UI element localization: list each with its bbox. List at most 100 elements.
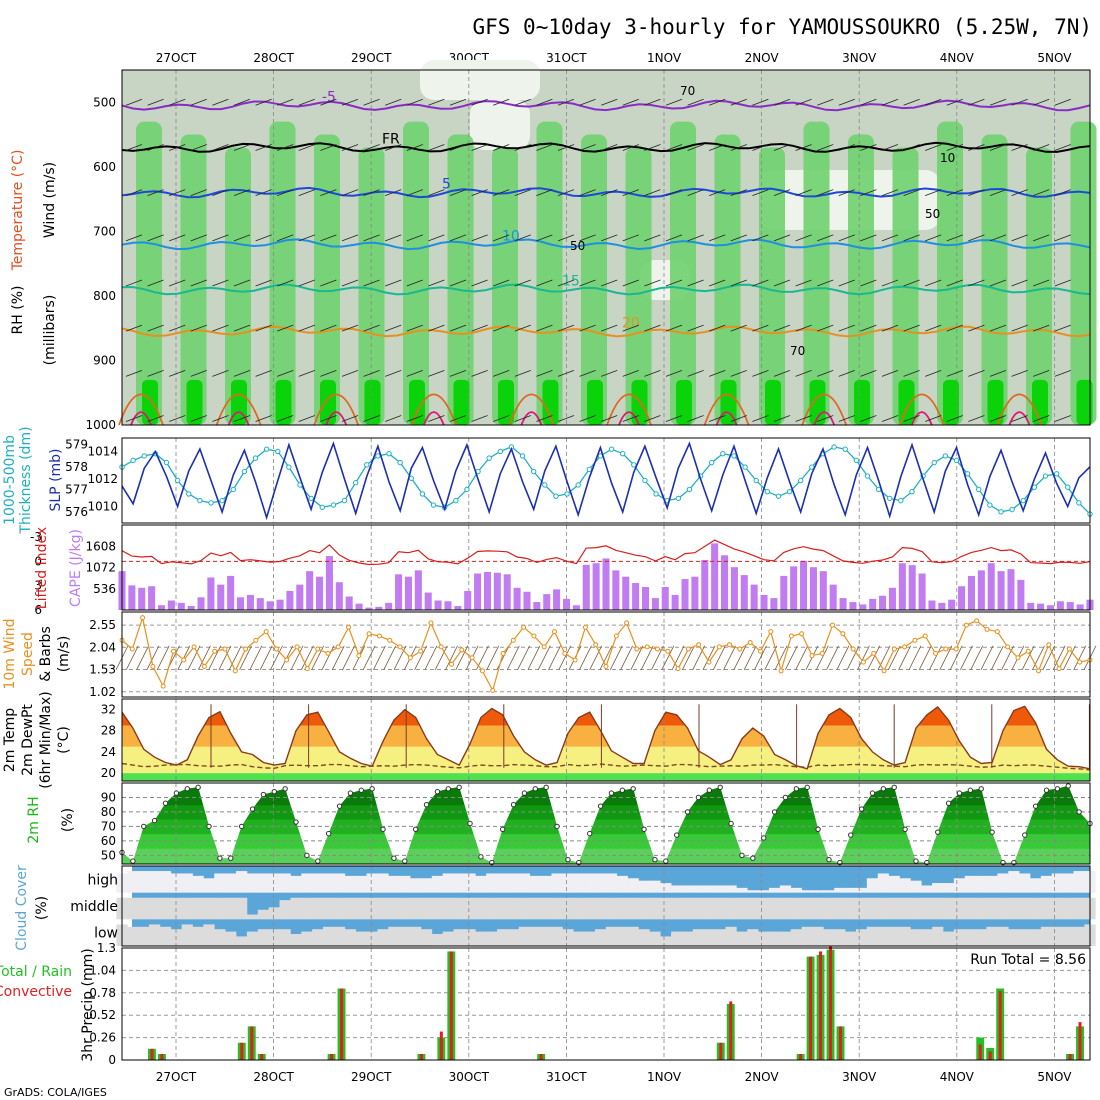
rh-moist-column xyxy=(625,147,652,426)
precip-convective-bar xyxy=(419,1053,423,1060)
wind-barb xyxy=(493,279,510,287)
temp-tick-label: 28 xyxy=(101,724,116,738)
cape-bar xyxy=(809,567,817,610)
wind-barb xyxy=(212,415,229,422)
wind-barb xyxy=(838,369,855,377)
cape-bar xyxy=(237,597,245,610)
thickness-point xyxy=(786,488,793,495)
wind-barb xyxy=(363,98,380,106)
wind-speed-point xyxy=(799,631,805,637)
cloud-clear-segment xyxy=(866,878,879,893)
cloud-clear-segment xyxy=(486,897,498,920)
lifted-tick-label: -3 xyxy=(30,530,42,544)
wind10m-barb xyxy=(960,645,973,670)
wind-barb xyxy=(665,279,683,287)
cloud-clear-segment xyxy=(605,926,618,946)
cloud-clear-segment xyxy=(540,875,552,893)
thickness-point xyxy=(308,495,314,502)
isotherm-30-loop xyxy=(910,411,933,426)
chart-title: GFS 0~10day 3-hourly for YAMOUSSOUKRO (5… xyxy=(472,15,1092,39)
thickness-point xyxy=(931,459,937,466)
cape-bar xyxy=(385,602,393,610)
wind-barb xyxy=(255,189,272,197)
wind10m-barb xyxy=(918,645,932,670)
top-date-label: 1NOV xyxy=(647,51,682,65)
wind-speed-point xyxy=(675,666,681,672)
isotherm-25-loop xyxy=(606,393,652,426)
wind10m-barb xyxy=(1001,645,1014,670)
cloud-clear-segment xyxy=(779,897,792,920)
cloud-clear-segment xyxy=(410,926,422,946)
wind-barb xyxy=(601,98,618,106)
cloud-clear-segment xyxy=(594,929,607,946)
thickness-point xyxy=(208,500,214,506)
cloud-clear-segment xyxy=(834,929,846,946)
cloud-clear-segment xyxy=(932,926,944,946)
cloud-clear-segment xyxy=(594,873,607,893)
wind-speed-point xyxy=(644,644,650,650)
rh-point xyxy=(750,855,756,861)
cloud-clear-segment xyxy=(812,897,824,920)
cape-bar xyxy=(958,586,966,610)
wind-speed-point xyxy=(603,663,609,669)
top-date-label: 4NOV xyxy=(940,51,975,65)
wind-barb xyxy=(341,98,359,106)
wind-barb xyxy=(147,324,164,332)
precip-tick-label: 0.26 xyxy=(89,1031,116,1045)
wind10m-barb xyxy=(980,645,994,670)
thickness-point xyxy=(731,453,737,459)
cloud-clear-segment xyxy=(312,873,324,893)
wind10m-barb xyxy=(692,645,706,670)
cloud-clear-segment xyxy=(192,926,204,946)
wind-barb xyxy=(212,369,229,377)
cape-bar xyxy=(296,584,304,610)
wind10m-barb xyxy=(1021,645,1035,670)
wind-barb xyxy=(212,279,229,287)
wind-speed-point xyxy=(963,622,969,628)
isotherm-25-loop xyxy=(703,393,750,426)
slp-tick-label: 1014 xyxy=(87,445,118,459)
cloud-clear-segment xyxy=(997,897,1009,920)
wind-barb xyxy=(406,415,423,422)
temp-base-band xyxy=(122,773,1090,781)
thickness-point xyxy=(275,448,281,455)
rh-saturated-core xyxy=(1076,379,1093,425)
cloud-clear-segment xyxy=(747,890,759,893)
wind10m-barb xyxy=(733,645,747,670)
rh-point xyxy=(619,787,626,793)
wind-barb xyxy=(471,279,488,287)
wind-speed-point xyxy=(500,650,506,656)
wind-speed-point xyxy=(263,629,269,635)
cloud-clear-segment xyxy=(910,880,922,893)
cloud-clear-segment xyxy=(692,885,705,893)
top-date-label: 31OCT xyxy=(546,51,587,65)
rh-dry-patch xyxy=(420,60,540,100)
wind-speed-point xyxy=(696,642,702,648)
wind-speed-point xyxy=(356,653,362,659)
cape-bar xyxy=(760,594,768,610)
cloud-clear-segment xyxy=(855,897,868,920)
wind-barb xyxy=(687,415,704,422)
rh-point xyxy=(565,856,571,863)
isotherm-line xyxy=(121,283,1091,296)
wind-speed-point xyxy=(1066,646,1072,652)
wind-barb xyxy=(298,234,315,242)
thickness-point xyxy=(219,497,225,504)
cape-bar xyxy=(770,598,778,610)
cloud-clear-segment xyxy=(768,887,781,893)
thickness-tick-label: 578 xyxy=(65,460,88,474)
cloud-clear-segment xyxy=(953,878,966,893)
wind-barb xyxy=(1054,415,1071,422)
cloud-clear-segment xyxy=(420,929,433,946)
rh-saturated-core xyxy=(1032,379,1048,425)
cloud-clear-segment xyxy=(736,931,748,946)
wind-barb xyxy=(579,98,596,106)
rh-point xyxy=(1032,803,1039,809)
thickness-point xyxy=(853,457,860,464)
cloud-clear-segment xyxy=(323,873,335,893)
cloud-clear-segment xyxy=(1040,897,1053,920)
wind-barb xyxy=(1011,279,1028,287)
wind-barb xyxy=(320,369,337,377)
rh-point xyxy=(402,858,408,864)
rh-point xyxy=(684,809,691,815)
